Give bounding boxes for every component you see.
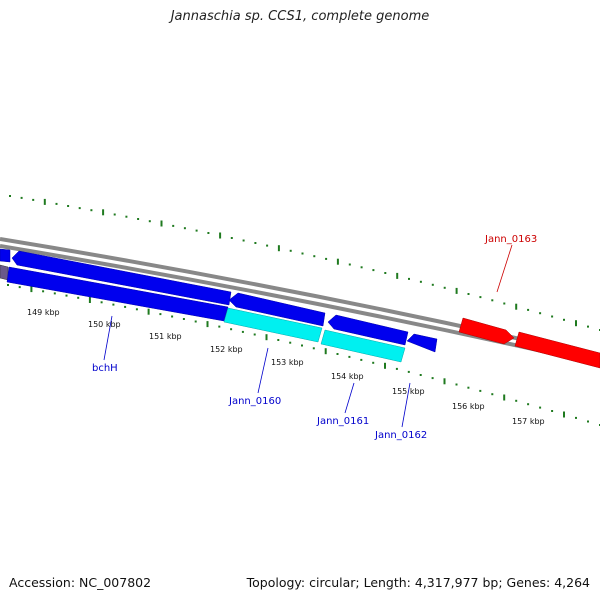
gene-reverse-4[interactable] [327,314,409,346]
gene-jann-0163-b[interactable] [514,331,600,369]
accession-text: Accession: NC_007802 [9,575,152,590]
gene-reverse-3[interactable] [228,292,326,327]
topology-text: Topology: circular; Length: 4,317,977 bp… [246,575,590,590]
gene-jann-0160[interactable] [223,307,323,343]
leader-jann-0162 [401,382,411,428]
tick-label-153: 153 kbp [271,358,304,367]
leader-jann-0160 [257,347,269,394]
backbone-inner [0,244,600,366]
label-bchH[interactable]: bchH [92,363,118,374]
tick-label-149: 149 kbp [27,308,60,317]
tick-label-152: 152 kbp [210,345,243,354]
gene-jann-0163-a[interactable] [458,317,515,345]
tick-label-151: 151 kbp [149,332,182,341]
tick-label-150: 150 kbp [88,320,121,329]
backbone-outer [0,237,600,359]
leader-bchH [103,315,113,361]
map-title: Jannaschia sp. CCS1, complete genome [170,9,430,24]
label-jann-0161[interactable]: Jann_0161 [316,416,369,427]
outer-tick-ring [9,195,600,331]
label-jann-0162[interactable]: Jann_0162 [374,430,427,441]
gene-reverse-1[interactable] [0,248,11,263]
gene-reverse-6[interactable] [0,264,9,281]
inner-tick-ring [7,284,600,426]
tick-label-156: 156 kbp [452,402,485,411]
leader-jann-0161 [344,382,355,414]
gene-reverse-5[interactable] [406,333,438,353]
leader-jann-0163 [496,244,513,293]
tick-label-157: 157 kbp [512,417,545,426]
label-jann-0160[interactable]: Jann_0160 [228,396,281,407]
gene-jann-0161[interactable] [320,329,406,363]
tick-label-154: 154 kbp [331,372,364,381]
gene-reverse-2[interactable] [11,250,232,306]
label-jann-0163[interactable]: Jann_0163 [484,234,537,245]
gene-reverse-7[interactable] [6,266,229,322]
